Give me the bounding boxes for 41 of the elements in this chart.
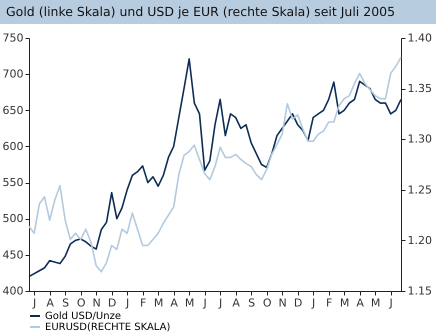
x-tick-label: O [262,296,272,310]
x-tick-label: D [108,296,116,310]
x-tick-label: M [154,296,164,310]
x-tick-label: A [232,296,240,310]
x-tick-label: M [370,296,380,310]
y-tick-label: 500 [2,212,24,226]
y-tick-label: 650 [2,104,24,117]
y-tick-label: 700 [2,68,24,81]
x-tick-label: S [62,296,70,310]
x-tick-label: F [326,296,332,310]
x-tick-label: D [294,296,302,310]
x-tick-label: J [125,296,130,310]
x-tick-label: J [32,296,36,310]
x-tick-label: J [311,296,316,310]
x-tick-label: F [140,296,146,310]
chart-title: Gold (linke Skala) und USD je EUR (rechte Skala) seit Juli 2005 [0,0,436,24]
y2-tick-label: 1.30 [408,132,432,146]
y-tick-label: 550 [2,176,24,190]
legend-label: Gold USD/Unze [45,311,121,322]
x-tick-label: N [92,296,101,310]
x-tick-label: J [202,296,207,310]
y-tick-label: 400 [2,284,24,298]
y2-tick-label: 1.35 [408,82,432,96]
x-tick-label: A [170,296,178,310]
y-tick-label: 750 [2,32,24,44]
y2-tick-label: 1.15 [408,284,432,298]
x-tick-label: N [278,296,287,310]
x-tick-label: S [248,296,256,310]
x-tick-label: J [388,296,393,310]
y2-tick-label: 1.40 [408,32,432,44]
y2-tick-label: 1.20 [408,234,432,247]
legend-label: EURUSD(RECHTE SKALA) [45,322,170,333]
y-tick-label: 450 [2,248,24,262]
x-tick-label: A [356,296,364,310]
x-tick-label: J [218,296,222,310]
y-tick-label: 600 [2,140,24,153]
x-tick-label: O [76,296,86,310]
x-tick-label: A [46,296,54,310]
x-tick-label: M [340,296,350,310]
y2-tick-label: 1.25 [408,183,432,196]
x-tick-label: M [184,296,194,310]
